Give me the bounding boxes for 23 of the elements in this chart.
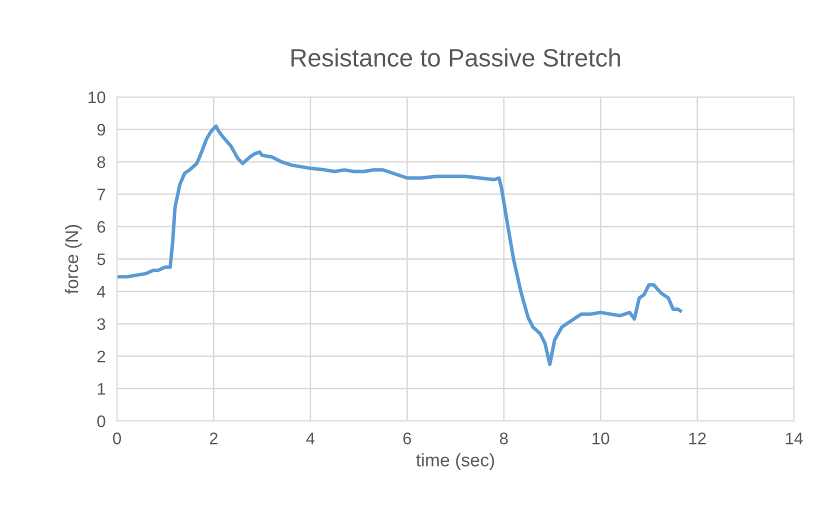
x-tick-label: 0	[113, 432, 121, 444]
y-tick-label: 8	[97, 156, 106, 168]
x-tick-label: 8	[500, 432, 508, 444]
chart-title: Resistance to Passive Stretch	[292, 48, 620, 67]
x-tick-label: 10	[592, 432, 610, 444]
y-tick-label: 9	[97, 124, 106, 136]
y-tick-label: 10	[88, 91, 106, 104]
y-axis-title: force (N)	[64, 225, 82, 294]
y-tick-label: 0	[97, 415, 106, 428]
y-tick-label: 5	[97, 254, 106, 266]
x-tick-label: 14	[786, 432, 803, 444]
x-tick-label: 12	[689, 432, 706, 444]
y-tick-label: 4	[97, 286, 106, 298]
y-tick-label: 7	[97, 188, 106, 200]
x-tick-label: 6	[403, 432, 412, 444]
y-tick-label: 6	[97, 221, 106, 233]
y-tick-label: 2	[97, 350, 106, 362]
x-tick-label: 4	[306, 432, 315, 444]
y-tick-label: 3	[97, 318, 106, 330]
y-tick-label: 1	[98, 383, 106, 395]
x-tick-label: 2	[210, 432, 218, 444]
x-axis-title: time (sec)	[416, 453, 494, 470]
line-series	[117, 124, 682, 366]
